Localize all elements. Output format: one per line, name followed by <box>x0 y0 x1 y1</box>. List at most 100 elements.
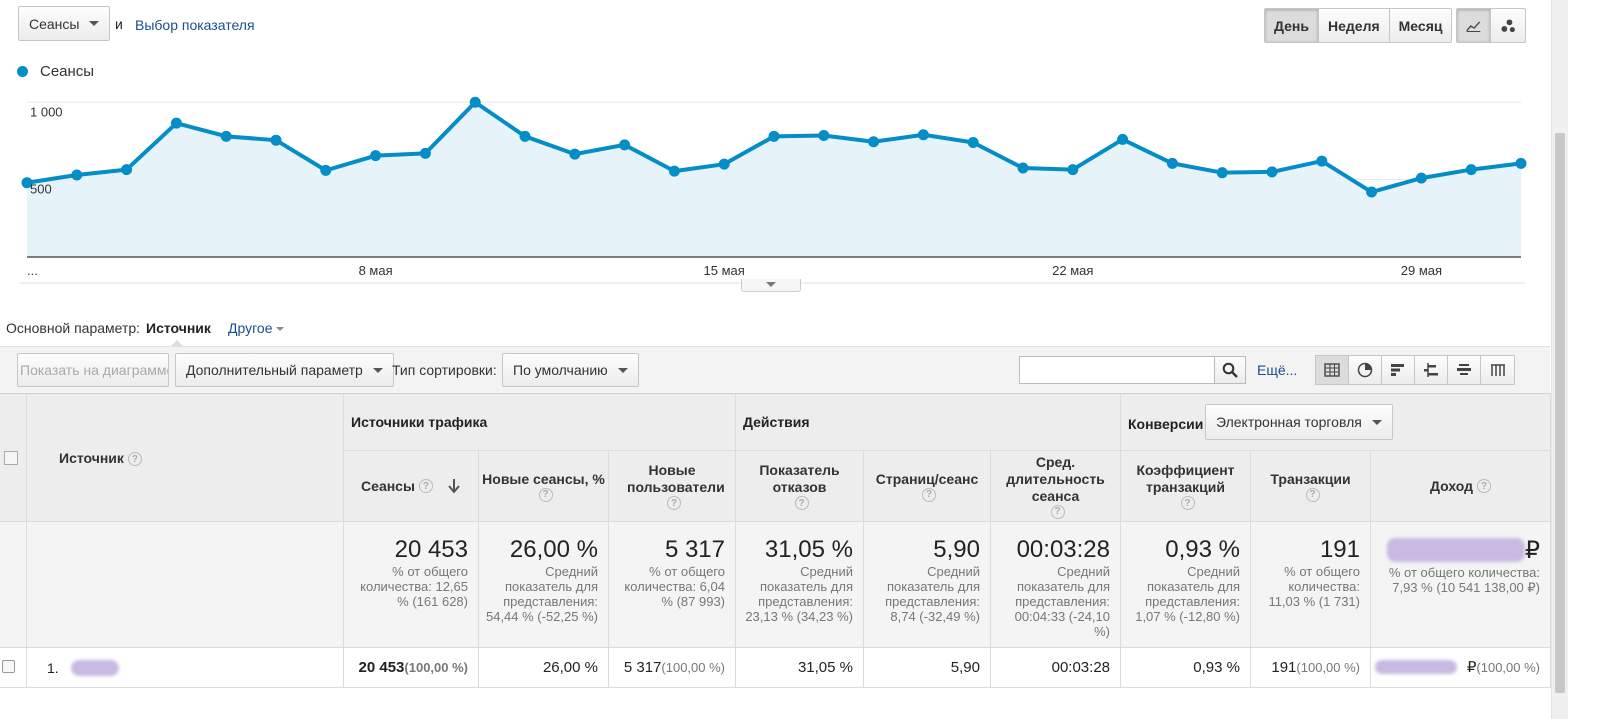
data-point <box>1515 157 1527 169</box>
data-point <box>1316 155 1328 167</box>
line-chart-icon[interactable] <box>1457 9 1491 42</box>
col-revenue[interactable]: Доход? <box>1371 451 1551 522</box>
conversions-select[interactable]: Электронная торговля <box>1205 404 1393 440</box>
col-pages-per-session[interactable]: Страниц/сеанс? <box>864 451 991 522</box>
other-dimension-link[interactable]: Другое <box>228 320 285 336</box>
series-area <box>27 102 1521 257</box>
redacted-revenue <box>1387 538 1525 562</box>
help-icon[interactable]: ? <box>127 452 142 467</box>
metric-select[interactable]: Сеансы <box>18 6 111 41</box>
col-label: Доход <box>1429 477 1474 494</box>
row-cell: 00:03:28 <box>991 648 1121 688</box>
help-icon[interactable]: ? <box>1050 504 1065 519</box>
total-note: % от общего количества: 11,03 % (1 731) <box>1268 564 1360 609</box>
group-conversions-label: Конверсии <box>1128 416 1204 432</box>
total-value: 20 453 <box>394 536 468 563</box>
col-new-sessions[interactable]: Новые сеансы, %? <box>479 451 609 522</box>
total-value: 00:03:28 <box>1016 536 1110 563</box>
sort-type-value: По умолчанию <box>513 362 608 378</box>
help-icon[interactable]: ? <box>922 487 936 502</box>
col-label: Коэффициент транзакций <box>1136 462 1235 495</box>
secondary-dimension-select[interactable]: Дополнительный параметр <box>175 353 394 387</box>
data-point <box>868 136 880 148</box>
sort-desc-icon[interactable] <box>447 478 461 494</box>
select-all-checkbox[interactable] <box>4 451 18 465</box>
y-tick-label: 500 <box>30 182 52 197</box>
help-icon[interactable]: ? <box>418 479 433 493</box>
totals-cell: ₽% от общего количества: 7,93 % (10 541 … <box>1371 522 1551 648</box>
primary-dimension-active[interactable]: Источник <box>146 320 211 336</box>
dimension-header[interactable]: Источник? <box>27 394 344 522</box>
totals-cell: 5 317% от общего количества: 6,04 % (87 … <box>609 522 736 648</box>
total-note: Средний показатель для представления: 8,… <box>885 564 980 624</box>
show-on-chart-button[interactable]: Показать на диаграмме <box>17 353 169 387</box>
term-cloud-view-icon[interactable] <box>1448 356 1481 384</box>
col-transaction-rate[interactable]: Коэффициент транзакций? <box>1121 451 1251 522</box>
row-value: 00:03:28 <box>1051 659 1110 676</box>
row-cell: 191(100,00 %) <box>1251 648 1371 688</box>
row-dim-cell: 1. <box>27 648 344 688</box>
motion-chart-icon[interactable] <box>1491 9 1525 42</box>
group-traffic-label: Источники трафика <box>351 414 488 430</box>
col-label: Сред. длительность сеанса <box>1006 453 1105 504</box>
data-point <box>370 150 382 162</box>
totals-check-cell <box>0 522 27 648</box>
help-icon[interactable]: ? <box>794 496 809 510</box>
x-tick-label: 29 мая <box>1401 263 1442 278</box>
row-value: 5,90 <box>950 659 980 676</box>
select-all-cell <box>0 394 27 522</box>
col-label: Показатель отказов <box>759 462 840 495</box>
period-switcher: День Неделя Месяц <box>1264 8 1453 43</box>
col-avg-duration[interactable]: Сред. длительность сеанса? <box>991 451 1121 522</box>
row-percent: (100,00 %) <box>661 660 725 675</box>
col-sessions[interactable]: Сеансы? <box>344 451 479 522</box>
help-icon[interactable]: ? <box>1180 496 1195 510</box>
col-transactions[interactable]: Транзакции? <box>1251 451 1371 522</box>
data-point <box>469 96 481 108</box>
data-point <box>668 165 680 177</box>
table-view-icon[interactable] <box>1316 356 1349 384</box>
pick-metric-link[interactable]: Выбор показателя <box>135 17 255 33</box>
search-icon <box>1222 362 1238 378</box>
help-icon[interactable]: ? <box>1477 479 1492 493</box>
data-point <box>21 177 33 189</box>
more-link[interactable]: Ещё... <box>1257 362 1298 378</box>
conversions-select-label: Электронная торговля <box>1216 414 1362 430</box>
help-icon[interactable]: ? <box>538 487 553 502</box>
col-bounce-rate[interactable]: Показатель отказов? <box>736 451 864 522</box>
show-on-chart-label: Показать на диаграмме <box>20 362 169 378</box>
sort-type-select[interactable]: По умолчанию <box>502 353 639 387</box>
period-week-button[interactable]: Неделя <box>1319 9 1390 42</box>
pie-view-icon[interactable] <box>1349 356 1382 384</box>
data-point <box>270 134 282 146</box>
data-point <box>121 164 133 176</box>
help-icon[interactable]: ? <box>667 496 681 510</box>
col-new-users[interactable]: Новые пользователи? <box>609 451 736 522</box>
data-point <box>71 169 83 181</box>
row-checkbox[interactable] <box>2 660 15 673</box>
search-button[interactable] <box>1214 356 1246 384</box>
row-cell: 0,93 % <box>1121 648 1251 688</box>
view-switcher <box>1315 355 1515 385</box>
primary-dimension-label: Основной параметр: <box>6 320 141 336</box>
redacted-source[interactable] <box>71 660 119 676</box>
pivot-view-icon[interactable] <box>1481 356 1514 384</box>
chart-type-switcher <box>1456 8 1526 43</box>
row-value: 31,05 % <box>797 659 853 676</box>
and-text: и <box>115 16 123 32</box>
period-day-button[interactable]: День <box>1265 9 1319 42</box>
performance-view-icon[interactable] <box>1382 356 1415 384</box>
data-table: Источник? Источники трафика Действия Кон… <box>0 393 1551 719</box>
data-point <box>1017 162 1029 174</box>
scrollbar-thumb[interactable] <box>1555 133 1565 693</box>
total-value: 5,90 <box>933 536 980 563</box>
table-search-input[interactable] <box>1019 356 1215 384</box>
secondary-dimension-label: Дополнительный параметр <box>186 362 363 378</box>
col-label: Страниц/сеанс <box>875 470 979 487</box>
chart-resize-handle[interactable] <box>741 279 801 292</box>
data-point <box>1067 164 1079 176</box>
period-month-button[interactable]: Месяц <box>1389 9 1452 42</box>
comparison-view-icon[interactable] <box>1415 356 1448 384</box>
data-point <box>619 139 631 151</box>
help-icon[interactable]: ? <box>1305 487 1320 502</box>
